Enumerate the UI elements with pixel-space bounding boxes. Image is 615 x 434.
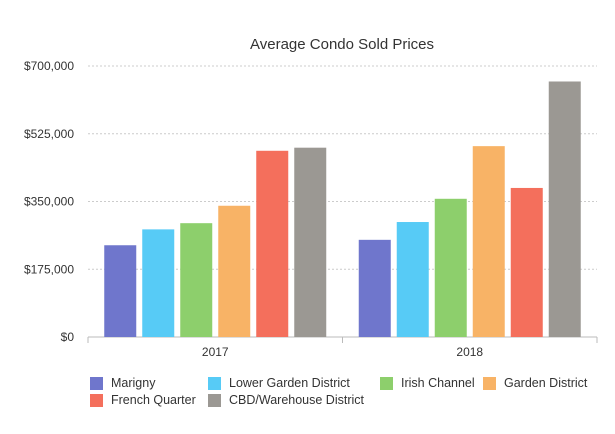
legend-swatch xyxy=(483,376,496,390)
bar-garden-district-2018 xyxy=(472,146,505,337)
bar-marigny-2017 xyxy=(104,245,137,337)
legend-swatch xyxy=(90,376,103,390)
bars xyxy=(104,81,581,337)
y-tick-label: $175,000 xyxy=(24,262,74,276)
bar-marigny-2018 xyxy=(358,239,391,337)
bar-french-quarter-2018 xyxy=(510,187,543,337)
legend-label: Lower Garden District xyxy=(229,376,350,390)
bar-garden-district-2017 xyxy=(218,205,251,337)
legend-label: Marigny xyxy=(111,376,156,390)
legend-swatch xyxy=(208,376,221,390)
bar-french-quarter-2017 xyxy=(256,150,289,337)
bar-lower-garden-district-2017 xyxy=(142,229,175,337)
legend-label: Irish Channel xyxy=(401,376,475,390)
bar-cbd-warehouse-district-2018 xyxy=(548,81,581,337)
y-tick-label: $700,000 xyxy=(24,59,74,73)
legend-swatch xyxy=(380,376,393,390)
legend-item: French Quarter xyxy=(90,393,196,407)
legend-item: CBD/Warehouse District xyxy=(208,393,364,407)
x-tick-label: 2017 xyxy=(202,345,229,359)
x-tick-label: 2018 xyxy=(456,345,483,359)
y-tick-label: $525,000 xyxy=(24,127,74,141)
bar-irish-channel-2018 xyxy=(434,198,467,337)
bar-cbd-warehouse-district-2017 xyxy=(294,147,327,337)
legend-item: Marigny xyxy=(90,376,155,390)
legend-swatch xyxy=(208,393,221,407)
legend-item: Irish Channel xyxy=(380,376,475,390)
bar-lower-garden-district-2018 xyxy=(396,222,429,337)
bar-irish-channel-2017 xyxy=(180,223,213,337)
legend-label: Garden District xyxy=(504,376,588,390)
chart-title: Average Condo Sold Prices xyxy=(250,36,434,53)
y-tick-label: $0 xyxy=(61,330,75,344)
x-axis-ticks: 2017 2018 xyxy=(202,345,484,359)
y-axis-ticks: $0 $175,000 $350,000 $525,000 $700,000 xyxy=(24,59,74,344)
y-tick-label: $350,000 xyxy=(24,195,74,209)
legend-item: Lower Garden District xyxy=(208,376,350,390)
legend-label: CBD/Warehouse District xyxy=(229,393,364,407)
legend-label: French Quarter xyxy=(111,393,196,407)
legend-item: Garden District xyxy=(483,376,587,390)
legend-swatch xyxy=(90,393,103,407)
